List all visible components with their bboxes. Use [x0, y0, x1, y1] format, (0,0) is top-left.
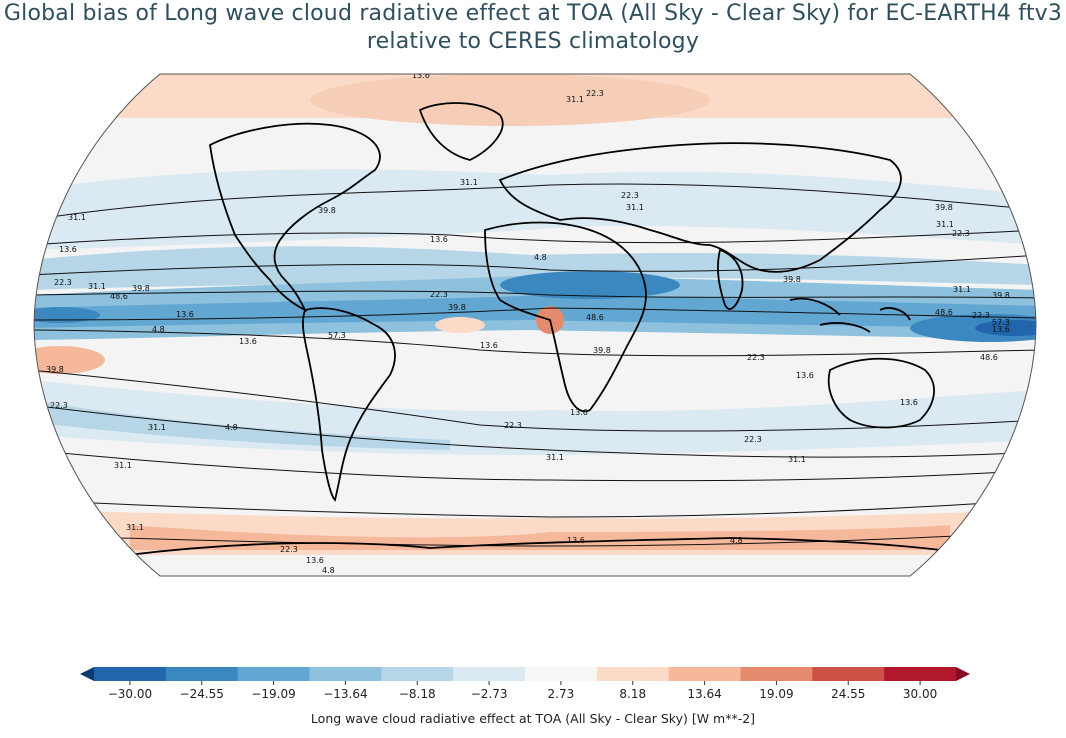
contour-label: 39.8	[992, 291, 1010, 300]
contour-label: 39.8	[46, 365, 64, 374]
contour-label: 4.8	[225, 423, 238, 432]
colorbar-bin	[309, 667, 382, 681]
colorbar-bin	[596, 667, 670, 681]
contour-label: 31.1	[626, 203, 644, 212]
contour-label: 4.8	[534, 253, 547, 262]
colorbar-bin	[668, 667, 741, 681]
coastlines	[89, 102, 991, 561]
colorbar-tick-label: 24.55	[831, 687, 865, 701]
colorbar-bin	[884, 667, 957, 681]
colorbar-tick-label: 2.73	[548, 687, 575, 701]
robinson-map: 13.6 22.3 31.1 31.1 22.3 31.1 39.8 31.1 …	[33, 71, 1037, 577]
contour-label: 4.8	[322, 566, 335, 575]
colorbar-ticks: −30.00 −24.55 −19.09 −13.64 −8.18 −2.73 2.73 8.…	[108, 681, 937, 701]
contour-label: 48.6	[935, 308, 953, 317]
contour-label: 4.8	[730, 536, 743, 545]
colorbar-bins	[94, 667, 957, 681]
colorbar-bin	[812, 667, 885, 681]
colorbar-tick-label: −8.18	[399, 687, 436, 701]
contour-label-layer: 13.6 22.3 31.1 31.1 22.3 31.1 39.8 31.1 …	[46, 71, 1010, 575]
contour-label: 31.1	[88, 282, 106, 291]
contour-label: 57.3	[328, 331, 346, 340]
contour-label: 39.8	[132, 284, 150, 293]
contour-label: 13.6	[176, 310, 194, 319]
contour-label: 48.6	[110, 292, 128, 301]
contour-label: 22.3	[972, 311, 990, 320]
contour-label: 48.6	[980, 353, 998, 362]
contour-label: 31.1	[148, 423, 166, 432]
colorbar-tick-label: 8.18	[619, 687, 646, 701]
colorbar-tick-label: −13.64	[323, 687, 367, 701]
contour-label: 48.6	[586, 313, 604, 322]
contour-label: 39.8	[448, 303, 466, 312]
contour-label: 13.6	[412, 71, 430, 80]
contour-label: 31.1	[953, 285, 971, 294]
colorbar-bin	[165, 667, 239, 681]
contour-label: 22.3	[586, 89, 604, 98]
contour-label: 4.8	[152, 325, 165, 334]
contour-label: 22.3	[744, 435, 762, 444]
contour-label: 22.3	[54, 278, 72, 287]
contour-label: 13.6	[480, 341, 498, 350]
contour-label: 22.3	[504, 421, 522, 430]
contour-label: 39.8	[593, 346, 611, 355]
colorbar-tick-label: 19.09	[759, 687, 793, 701]
colorbar-tick-label: −19.09	[251, 687, 295, 701]
contour-label: 22.3	[430, 290, 448, 299]
colorbar-bin	[237, 667, 310, 681]
contour-label: 13.6	[900, 398, 918, 407]
contour-label: 22.3	[280, 545, 298, 554]
contour-label: 31.1	[126, 523, 144, 532]
contour-label: 31.1	[566, 95, 584, 104]
colorbar-bin	[94, 667, 167, 681]
contour-label: 31.1	[546, 453, 564, 462]
chart-title: Global bias of Long wave cloud radiative…	[0, 0, 1066, 56]
contour-label: 22.3	[952, 229, 970, 238]
colorbar-tick-label: −30.00	[108, 687, 152, 701]
colorbar: −30.00 −24.55 −19.09 −13.64 −8.18 −2.73 2.73 8.…	[80, 667, 970, 701]
contour-label: 31.1	[788, 455, 806, 464]
contour-label: 13.6	[992, 325, 1010, 334]
colorbar-bin	[453, 667, 526, 681]
colorbar-extend-high	[956, 667, 970, 681]
contour-label: 39.8	[783, 275, 801, 284]
colorbar-extend-low	[80, 667, 94, 681]
title-line-2: relative to CERES climatology	[366, 29, 700, 54]
colorbar-tick-label: 13.64	[687, 687, 721, 701]
contour-label: 57.3	[992, 318, 1010, 327]
contour-label: 31.1	[460, 178, 478, 187]
colorbar-bin	[525, 667, 598, 681]
colorbar-tick-label: 30.00	[903, 687, 937, 701]
contour-label: 31.1	[936, 220, 954, 229]
contour-label: 13.6	[570, 408, 588, 417]
contour-label: 39.8	[318, 206, 336, 215]
contour-lines	[34, 183, 1036, 547]
colorbar-tick-label: −24.55	[180, 687, 224, 701]
contour-label: 13.6	[306, 556, 324, 565]
map-boundary	[33, 73, 1037, 577]
colorbar-bin	[740, 667, 813, 681]
contour-label: 31.1	[68, 213, 86, 222]
contour-label: 13.6	[239, 337, 257, 346]
contour-label: 13.6	[796, 371, 814, 380]
contour-label: 22.3	[747, 353, 765, 362]
contour-label: 22.3	[50, 401, 68, 410]
colorbar-label: Long wave cloud radiative effect at TOA …	[310, 711, 756, 726]
contour-label: 13.6	[430, 235, 448, 244]
contour-label: 13.6	[567, 536, 585, 545]
contour-label: 13.6	[59, 245, 77, 254]
contour-label: 31.1	[114, 461, 132, 470]
contour-label: 22.3	[621, 191, 639, 200]
contour-label: 39.8	[935, 203, 953, 212]
field-layer: 13.6 22.3 31.1 31.1 22.3 31.1 39.8 31.1 …	[34, 71, 1036, 576]
colorbar-bin	[381, 667, 454, 681]
title-line-1: Global bias of Long wave cloud radiative…	[3, 1, 1063, 26]
colorbar-tick-label: −2.73	[471, 687, 508, 701]
